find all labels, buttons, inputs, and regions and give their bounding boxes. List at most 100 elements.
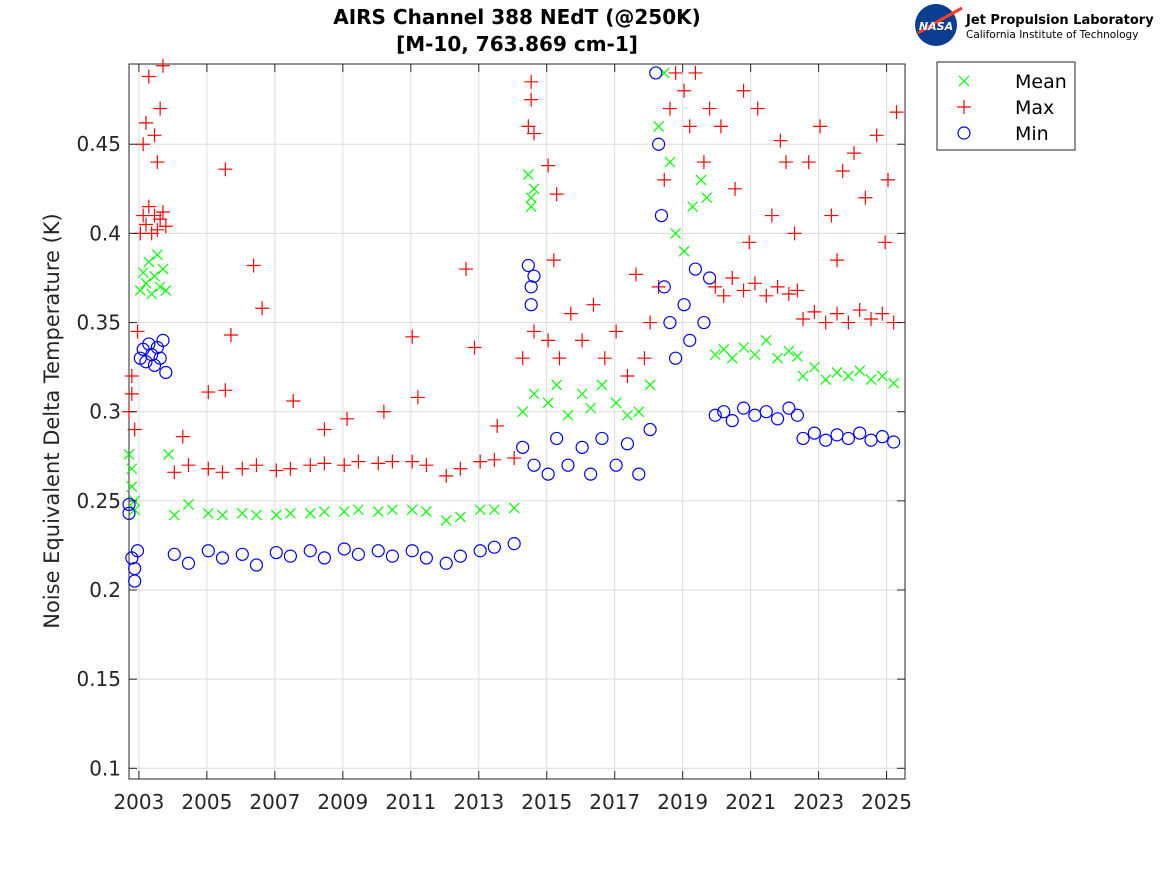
mean-point — [488, 504, 500, 516]
caltech-name: California Institute of Technology — [966, 29, 1138, 41]
min-point — [159, 365, 173, 380]
mean-point — [542, 397, 554, 409]
y-tick-label: 0.35 — [76, 311, 121, 335]
max-point — [742, 235, 757, 250]
max-point — [546, 253, 561, 268]
nasa-swoosh-icon — [917, 6, 963, 35]
max-point — [563, 306, 578, 321]
nasa-badge: NASA — [919, 20, 953, 33]
max-point — [835, 163, 850, 178]
max-point — [286, 393, 301, 408]
max-point — [787, 226, 802, 241]
max-point — [246, 258, 261, 273]
min-point — [864, 433, 878, 447]
mean-point — [236, 507, 248, 519]
mean-point — [160, 285, 172, 296]
min-point — [770, 412, 785, 426]
max-point — [283, 461, 298, 476]
max-point — [575, 333, 590, 348]
min-point — [156, 333, 170, 347]
legend-marker-mean — [958, 75, 970, 87]
mean-point — [701, 192, 713, 204]
min-point — [796, 431, 810, 446]
max-point — [552, 351, 567, 366]
max-point — [628, 267, 643, 282]
max-point — [155, 58, 170, 73]
mean-point — [760, 334, 772, 346]
mean-point — [562, 409, 574, 421]
series-min — [122, 66, 901, 588]
legend-label-min: Min — [1015, 123, 1049, 145]
max-point — [439, 468, 454, 483]
min-point — [717, 405, 731, 419]
mean-point — [695, 174, 707, 186]
mean-point — [576, 388, 588, 400]
mean-point — [126, 463, 138, 475]
max-point — [878, 235, 893, 250]
min-point — [595, 431, 609, 446]
min-point — [521, 258, 535, 273]
max-point — [453, 461, 468, 476]
min-point — [453, 549, 467, 563]
min-point — [725, 414, 739, 428]
mean-point — [783, 345, 795, 357]
x-tick-label: 2019 — [657, 790, 708, 814]
max-point — [597, 351, 612, 366]
mean-point — [440, 515, 452, 526]
mean-point — [454, 511, 466, 523]
max-point — [136, 137, 151, 152]
max-point — [141, 69, 156, 84]
mean-point — [143, 256, 155, 268]
min-point — [283, 549, 298, 563]
min-point — [303, 544, 317, 558]
max-point — [255, 301, 270, 316]
y-tick-label: 0.25 — [76, 489, 121, 513]
max-point — [507, 451, 522, 466]
legend-label-mean: Mean — [1015, 71, 1067, 93]
max-point — [150, 222, 165, 237]
max-point — [858, 190, 873, 205]
min-point — [405, 544, 419, 558]
min-point — [875, 430, 889, 444]
mean-point — [126, 481, 138, 493]
y-tick-label: 0.1 — [89, 756, 121, 780]
plot-area — [128, 63, 906, 780]
mean-point — [517, 406, 529, 418]
mean-point — [738, 342, 749, 353]
mean-point — [285, 507, 296, 519]
max-point — [764, 208, 779, 223]
min-point — [668, 351, 683, 365]
max-point — [847, 146, 862, 161]
max-point — [218, 383, 233, 398]
max-point — [759, 288, 774, 303]
mean-point — [718, 343, 730, 355]
max-point — [609, 324, 624, 339]
max-point — [175, 429, 190, 444]
mean-point — [820, 374, 832, 386]
max-point — [790, 283, 805, 298]
max-point — [526, 324, 541, 339]
mean-point — [406, 504, 418, 516]
min-point — [419, 551, 433, 565]
mean-point — [633, 406, 645, 418]
max-point — [549, 187, 564, 202]
mean-point — [123, 449, 135, 460]
y-tick-label: 0.2 — [89, 578, 121, 602]
legend: Mean Max Min — [936, 61, 1076, 151]
mean-point — [670, 227, 682, 239]
min-point — [249, 558, 264, 572]
mean-point — [137, 267, 149, 279]
x-tick-label: 2005 — [181, 790, 232, 814]
mean-point — [854, 365, 866, 377]
mean-point — [528, 388, 540, 400]
max-point — [524, 74, 539, 89]
min-point — [830, 428, 844, 442]
min-point — [561, 458, 575, 472]
x-tick-label: 2013 — [453, 790, 504, 814]
max-point — [643, 315, 658, 330]
legend-label-max: Max — [1015, 97, 1054, 119]
max-point — [541, 158, 556, 173]
min-point — [524, 280, 538, 294]
max-point — [201, 461, 216, 476]
max-point — [405, 454, 420, 469]
